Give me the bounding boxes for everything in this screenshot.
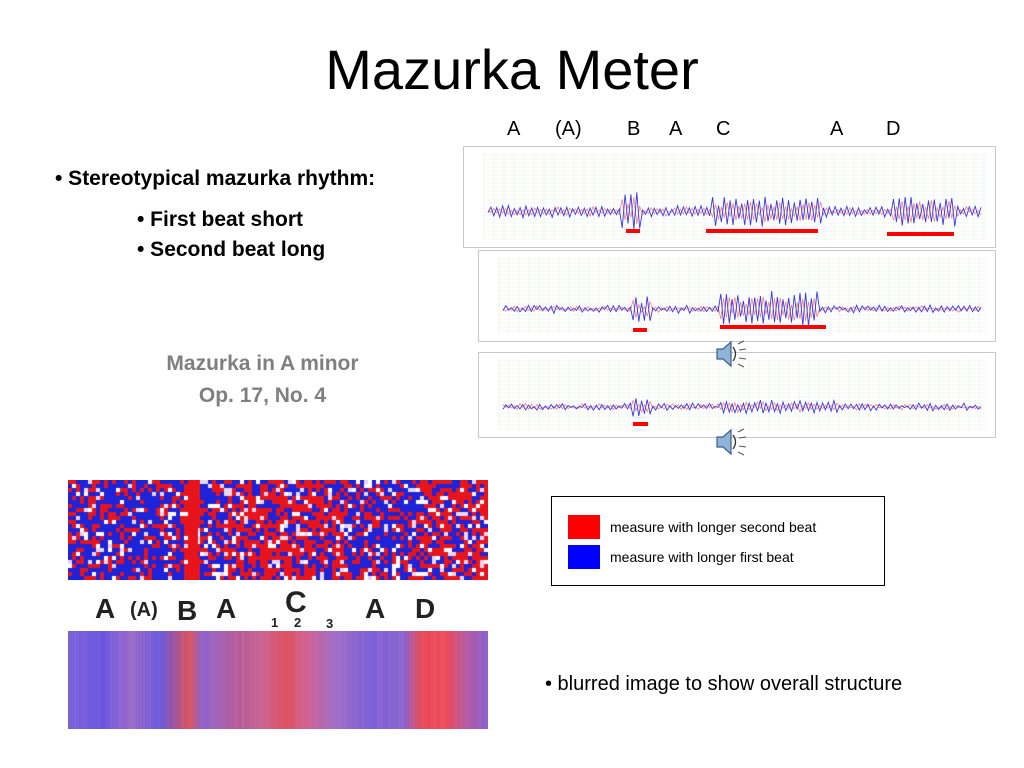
marker-b-2 [633,328,647,332]
caption-line2: Op. 17, No. 4 [198,384,327,407]
measure-heatmap [68,480,488,580]
section-label: A [830,118,844,140]
timing-graph-3 [478,352,996,438]
section-labels-top: A (A) B A C A D [505,118,925,144]
marker-b-1 [626,229,640,233]
legend-swatch-red [568,515,600,539]
heatmap-label: B [177,595,197,626]
heatmap-section-labels: A (A) B A C 1 2 3 A D [95,586,435,631]
heatmap-label: D [415,593,435,624]
bullet-sub-second: • Second beat long [137,238,326,261]
blur-note: • blurred image to show overall structur… [545,673,903,695]
section-label: (A) [555,118,582,140]
section-label: C [716,118,731,140]
marker-b-3 [633,422,648,426]
bullet-sub-first: • First beat short [137,208,304,231]
heatmap-label: (A) [130,599,158,621]
legend-label: measure with longer second beat [610,519,817,535]
heatmap-label: C [285,586,307,619]
section-label: D [886,118,901,140]
bullet-main: • Stereotypical mazurka rhythm: [55,167,376,190]
blurred-heatmap [68,631,488,729]
section-label: A [669,118,683,140]
legend-label: measure with longer first beat [610,549,794,565]
section-label: A [507,118,521,140]
section-label: B [627,118,641,140]
legend-swatch-blue [568,545,600,569]
speaker-icon[interactable] [713,424,749,460]
legend: measure with longer second beat measure … [551,496,885,586]
heatmap-label: 2 [294,615,301,630]
heatmap-label: 1 [271,615,278,630]
heatmap-label: A [95,593,115,624]
heatmap-label: 3 [326,616,333,631]
marker-c-1 [706,229,818,233]
heatmap-label: A [365,593,385,624]
heatmap-label: A [216,593,236,624]
section-markers [626,229,954,426]
marker-c-2 [720,325,826,329]
speaker-icon[interactable] [713,336,749,372]
caption-line1: Mazurka in A minor [166,352,359,375]
slide-title: Mazurka Meter [325,38,699,101]
marker-d-1 [887,232,954,236]
